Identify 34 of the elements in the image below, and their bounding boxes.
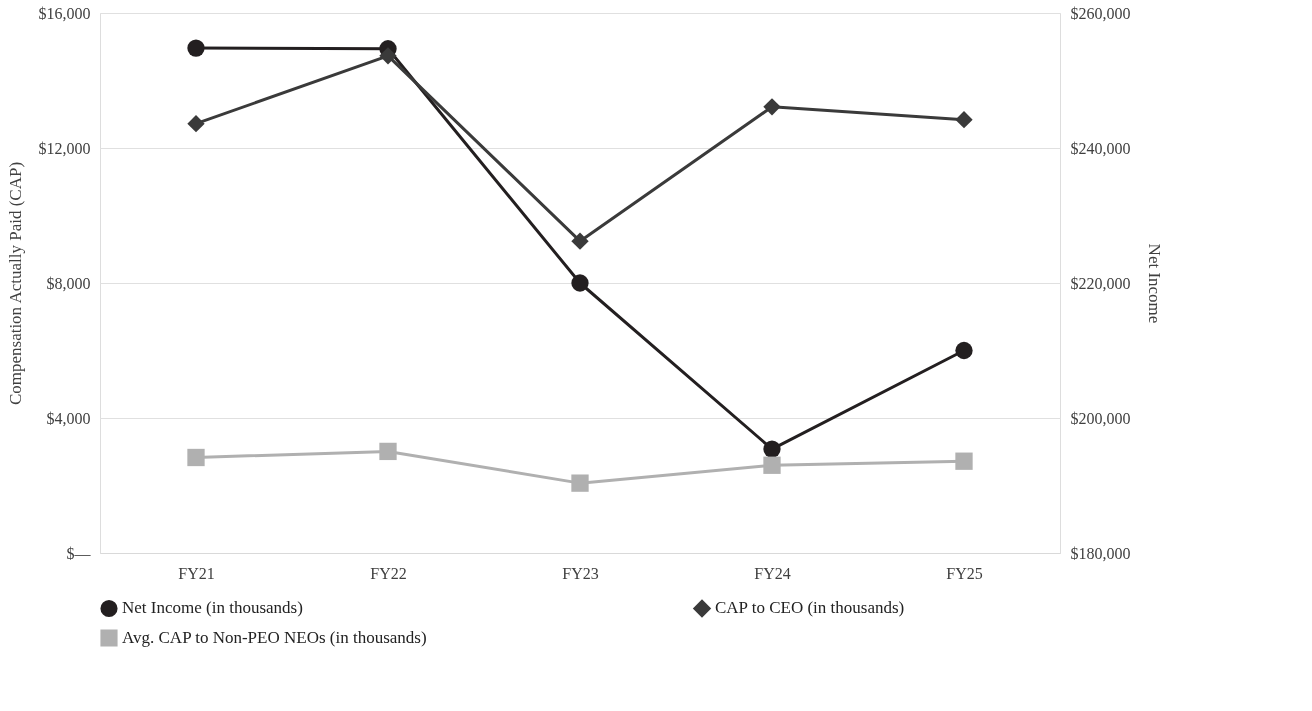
- point: [763, 456, 781, 474]
- y2-tick-label: $200,000: [1070, 409, 1131, 427]
- y-axis-title: Compensation Actually Paid (CAP): [5, 161, 25, 406]
- point: [187, 39, 205, 57]
- point: [955, 341, 973, 360]
- y-tick-label: $16,000: [38, 4, 91, 22]
- y2-tick-label: $260,000: [1070, 4, 1131, 22]
- point: [187, 115, 205, 133]
- point: [955, 452, 973, 470]
- point: [763, 440, 781, 458]
- y2-axis-title: Net Income: [1144, 243, 1164, 324]
- y2-tick-label: $180,000: [1070, 544, 1131, 562]
- point: [571, 274, 589, 292]
- y-tick-label: $4,000: [46, 409, 91, 427]
- point: [571, 474, 589, 492]
- x-tick-label: FY22: [370, 564, 407, 582]
- point: [379, 442, 397, 461]
- point: [379, 47, 397, 65]
- x-tick-label: FY23: [562, 564, 599, 582]
- y-tick-label: $12,000: [38, 139, 91, 157]
- point: [187, 448, 205, 467]
- y2-tick-label: $220,000: [1070, 274, 1131, 292]
- legend-label: CAP to CEO (in thousands): [715, 598, 905, 618]
- y-tick-label: $—: [66, 544, 92, 562]
- point: [571, 232, 589, 250]
- legend-label: Net Income (in thousands): [122, 598, 303, 618]
- x-tick-label: FY25: [946, 564, 983, 582]
- point: [955, 110, 973, 129]
- y2-tick-label: $240,000: [1070, 139, 1131, 157]
- x-tick-label: FY24: [754, 564, 791, 582]
- legend-label: Avg. CAP to Non-PEO NEOs (in thousands): [122, 628, 427, 647]
- y-tick-label: $8,000: [46, 274, 91, 292]
- x-tick-label: FY21: [178, 564, 215, 582]
- point: [763, 98, 781, 116]
